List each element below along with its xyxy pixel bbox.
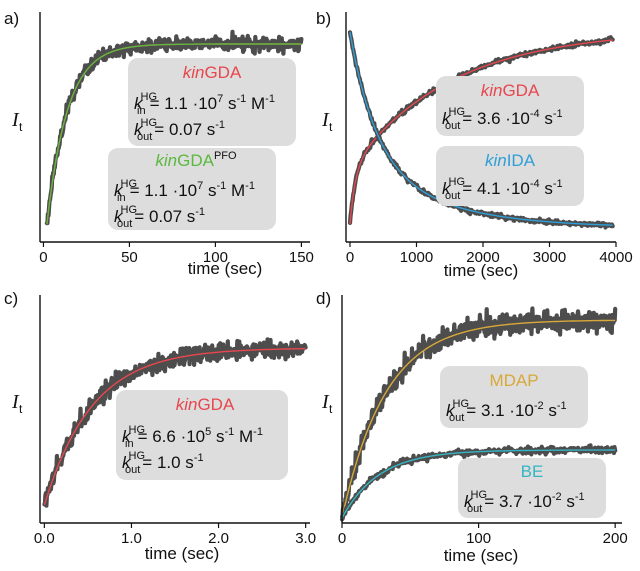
panel-label-a: a) [4,9,19,28]
series-b-kinida [347,30,615,230]
ylabel-c-main: I [11,391,20,413]
ylabel-a: I t [11,109,23,134]
box-d2-bg [458,458,606,518]
ylabel-b-main: I [321,109,330,131]
rate-d-be: kHG out = 3.7 ·10-2 s-1 [464,489,585,515]
rate-b-kingda: kHG out = 3.6 ·10-4 s-1 [442,106,563,132]
series-d-mdap-fit-line [341,319,616,519]
box-c-bg [116,390,288,480]
series-c-kingda [42,337,308,508]
ylabel-c: I t [11,391,23,416]
data-layer [42,29,618,522]
rate-a-kin-1: kHG in = 1.1 ·107 s-1 M-1 [134,91,275,117]
x-tick-label: 0.0 [34,530,55,547]
rate-c-kin: kHG in = 6.6 ·105 s-1 M-1 [122,424,263,450]
x-tick-label: 2000 [466,249,499,266]
series-label-b-kinida: kinIDA [485,151,536,170]
series-b-kinida-fit-line [349,31,613,226]
ylabel-d: I t [321,391,333,416]
panel-label-b: b) [316,9,331,28]
box-a2-bg [108,148,276,230]
axes-panel-c: 0.0 1.0 2.0 3.0 [34,295,316,547]
legend-box-a-kingda: kinGDA kHG in = 1.1 ·107 s-1 M-1 kHG out = 0… [128,58,296,146]
ylabel-a-sub: t [19,120,23,134]
series-a-kingda-pfo-fit-line [46,43,302,225]
series-b-kingda [347,35,615,225]
box-b1-bg [436,76,584,136]
legend-box-b-kinida: kinIDA kHG out = 4.1 ·10-4 s-1 [436,146,584,206]
x-tick-label: 0 [338,530,346,547]
x-tick-label: 50 [121,249,138,266]
series-a-kingda-pfo [46,43,302,225]
rate-d-mdap: kHG out = 3.1 ·10-2 s-1 [446,398,567,424]
x-tick-label: 2.0 [208,530,229,547]
series-b-kingda-fit-line [349,39,613,224]
series-label-d-mdap: MDAP [489,371,538,390]
legend-box-b-kingda: kinGDA kHG out = 3.6 ·10-4 s-1 [436,76,584,136]
axes-panel-d: 0 100 200 [338,295,628,547]
x-tick-label: 1000 [400,249,433,266]
x-tick-label: 100 [203,249,228,266]
xlabel-c: time (sec) [145,544,220,563]
xlabel-b: time (sec) [444,261,519,280]
ylabel-b-sub: t [329,120,333,134]
x-tick-label: 150 [289,249,314,266]
rate-a-kin-2: kHG in = 1.1 ·107 s-1 M-1 [114,178,255,204]
ylabel-b: I t [321,109,333,134]
rate-a-kout-1: kHG out = 0.07 s-1 [134,117,225,143]
series-c-kingda-fit-line [43,348,306,506]
x-tick-label: 0 [39,249,47,266]
series-d-be-fit-line [341,449,616,519]
x-tick-label: 3000 [533,249,566,266]
series-label-a-kingda-pfo: kinGDAPFO [155,150,237,170]
panel-label-d: d) [316,289,331,308]
rate-a-kout-2: kHG out = 0.07 s-1 [114,204,205,230]
axes-panel-a: 0 50 100 150 [39,12,314,266]
ylabel-c-sub: t [19,402,23,416]
box-b2-bg [436,146,584,206]
x-tick-label: 4000 [599,249,632,266]
x-tick-label: 0 [346,249,354,266]
legend-box-d-be: BE kHG out = 3.7 ·10-2 s-1 [458,458,606,518]
series-label-c-kingda: kinGDA [176,395,235,414]
ylabel-d-sub: t [329,402,333,416]
xlabel-d: time (sec) [444,546,519,565]
series-label-d-be: BE [521,462,544,481]
series-d-mdap [339,306,618,520]
xlabel-a: time (sec) [188,259,263,278]
box-d1-bg [440,366,588,428]
rate-c-kout: kHG out = 1.0 s-1 [122,450,204,476]
legend-box-d-mdap: MDAP kHG out = 3.1 ·10-2 s-1 [440,366,588,428]
x-tick-label: 1.0 [121,530,142,547]
axes-layer: 0 50 100 150 0 1000 2000 3000 4000 0.0 1.0 2.0 3.0 0 1… [34,12,633,547]
box-a1-bg [128,58,296,146]
x-tick-label: 100 [466,530,491,547]
series-label-b-kingda: kinGDA [481,81,540,100]
legend-box-a-kingda-pfo: kinGDAPFO kHG in = 1.1 ·107 s-1 M-1 kHG out… [108,148,276,230]
series-c-kingda-points [42,337,308,508]
ylabel-a-main: I [11,109,20,131]
ylabel-d-main: I [321,391,330,413]
panel-label-c: c) [4,289,18,308]
series-d-mdap-points [339,306,618,520]
axes-panel-b: 0 1000 2000 3000 4000 [345,12,633,266]
series-d-be [339,443,618,522]
legend-box-c-kingda: kinGDA kHG in = 6.6 ·105 s-1 M-1 kHG out = 1… [116,390,288,480]
series-label-a-kingda: kinGDA [183,63,242,82]
x-tick-label: 200 [603,530,628,547]
x-tick-label: 3.0 [295,530,316,547]
rate-b-kinida: kHG out = 4.1 ·10-4 s-1 [442,176,563,202]
